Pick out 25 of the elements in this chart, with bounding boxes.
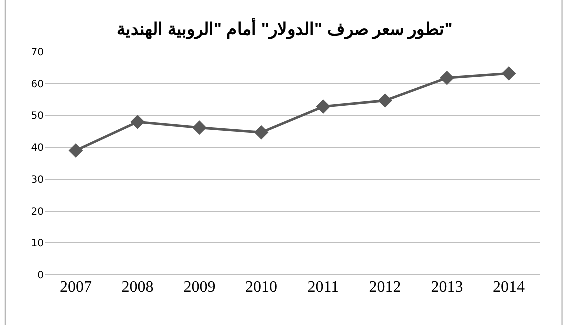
x-tick-label: 2008 [122,279,154,296]
point [502,66,516,81]
y-tick-label: 50 [31,111,44,122]
point [378,94,392,108]
x-tick-label: 2012 [369,279,402,296]
y-tick-label: 20 [31,206,44,218]
x-tick-label: 2011 [308,279,340,296]
y-tick-label: 30 [31,174,44,186]
y-tick-label: 0 [38,270,44,282]
y-tick-label: 60 [31,79,44,90]
x-tick-label: 2013 [431,279,464,296]
point [440,70,454,86]
y-tick-label: 10 [31,238,44,250]
point [68,144,84,158]
point [316,100,331,114]
x-tick-label: 2009 [184,279,216,296]
x-tick-label: 2014 [493,279,526,296]
point [130,114,145,130]
y-tick-label: 40 [31,143,44,154]
point [192,120,207,135]
x-tick-label: 2007 [60,279,92,296]
point [254,125,269,140]
chart-title: تطور سعر صرف "الدولار" أمام "الروبية الهندية" [117,17,453,40]
y-tick-label: 70 [31,48,44,58]
x-tick-label: 2010 [246,279,278,296]
